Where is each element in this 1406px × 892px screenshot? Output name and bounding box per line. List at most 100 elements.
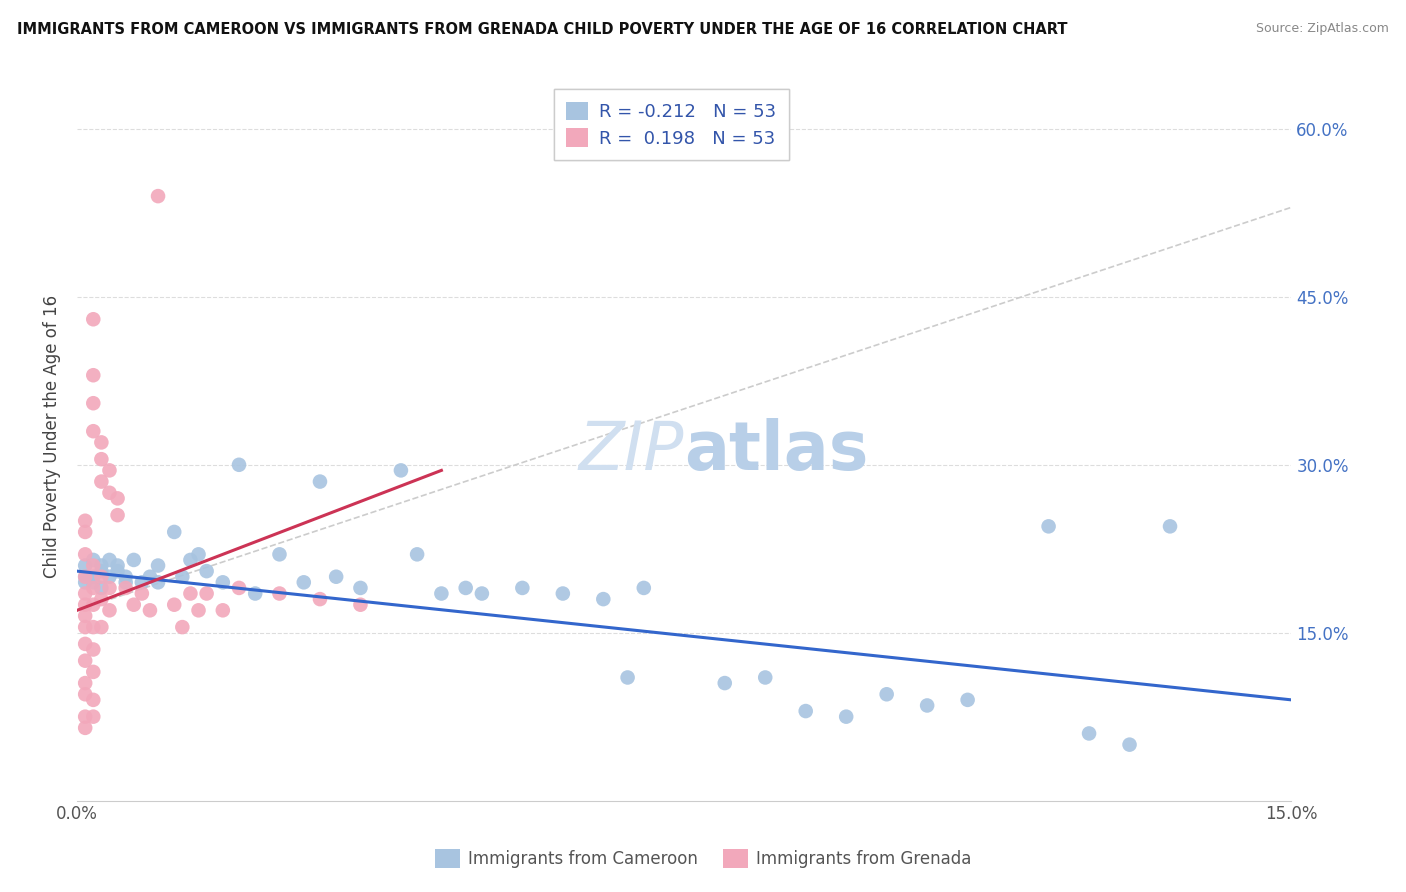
Y-axis label: Child Poverty Under the Age of 16: Child Poverty Under the Age of 16 <box>44 295 60 578</box>
Point <box>406 547 429 561</box>
Point <box>75 654 97 668</box>
Point <box>107 558 129 573</box>
Point <box>82 570 104 584</box>
Point <box>98 570 121 584</box>
Point <box>75 586 97 600</box>
Point <box>592 592 614 607</box>
Point <box>82 598 104 612</box>
Point <box>146 558 169 573</box>
Point <box>90 558 112 573</box>
Point <box>90 564 112 578</box>
Point <box>131 586 153 600</box>
Point <box>98 581 121 595</box>
Point <box>82 693 104 707</box>
Point <box>211 575 233 590</box>
Point <box>551 586 574 600</box>
Point <box>82 642 104 657</box>
Point <box>122 598 145 612</box>
Legend: Immigrants from Cameroon, Immigrants from Grenada: Immigrants from Cameroon, Immigrants fro… <box>427 843 979 875</box>
Point <box>107 491 129 506</box>
Legend: R = -0.212   N = 53, R =  0.198   N = 53: R = -0.212 N = 53, R = 0.198 N = 53 <box>554 89 789 161</box>
Point <box>309 475 332 489</box>
Point <box>163 598 186 612</box>
Point <box>754 671 776 685</box>
Point <box>146 575 169 590</box>
Point <box>75 608 97 623</box>
Point <box>82 581 104 595</box>
Point <box>228 458 250 472</box>
Point <box>90 620 112 634</box>
Point <box>107 508 129 523</box>
Point <box>82 553 104 567</box>
Point <box>430 586 453 600</box>
Point <box>187 547 209 561</box>
Point <box>75 637 97 651</box>
Point <box>75 709 97 723</box>
Point <box>82 368 104 383</box>
Point <box>172 570 194 584</box>
Point <box>75 676 97 690</box>
Point <box>90 570 112 584</box>
Point <box>131 575 153 590</box>
Point <box>713 676 735 690</box>
Point <box>349 598 371 612</box>
Text: Source: ZipAtlas.com: Source: ZipAtlas.com <box>1256 22 1389 36</box>
Point <box>82 665 104 679</box>
Point <box>82 575 104 590</box>
Point <box>122 553 145 567</box>
Point <box>616 671 638 685</box>
Point <box>179 553 201 567</box>
Text: atlas: atlas <box>685 418 869 484</box>
Point <box>195 586 218 600</box>
Point <box>75 558 97 573</box>
Text: IMMIGRANTS FROM CAMEROON VS IMMIGRANTS FROM GRENADA CHILD POVERTY UNDER THE AGE : IMMIGRANTS FROM CAMEROON VS IMMIGRANTS F… <box>17 22 1067 37</box>
Point <box>876 687 898 701</box>
Point <box>245 586 267 600</box>
Point <box>75 514 97 528</box>
Point <box>98 553 121 567</box>
Point <box>349 581 371 595</box>
Point <box>75 721 97 735</box>
Point <box>90 435 112 450</box>
Point <box>75 575 97 590</box>
Point <box>82 424 104 438</box>
Point <box>195 564 218 578</box>
Point <box>90 581 112 595</box>
Point <box>82 558 104 573</box>
Point <box>98 485 121 500</box>
Point <box>269 547 291 561</box>
Point <box>179 586 201 600</box>
Point <box>139 570 162 584</box>
Point <box>82 620 104 634</box>
Point <box>325 570 347 584</box>
Point <box>75 547 97 561</box>
Point <box>915 698 938 713</box>
Point <box>75 524 97 539</box>
Point <box>82 709 104 723</box>
Point <box>1159 519 1181 533</box>
Point <box>75 598 97 612</box>
Point <box>956 693 979 707</box>
Point <box>163 524 186 539</box>
Point <box>107 564 129 578</box>
Point <box>75 570 97 584</box>
Point <box>114 570 136 584</box>
Point <box>1038 519 1060 533</box>
Point <box>187 603 209 617</box>
Point <box>114 575 136 590</box>
Point <box>146 189 169 203</box>
Point <box>114 581 136 595</box>
Point <box>292 575 315 590</box>
Point <box>454 581 477 595</box>
Point <box>835 709 858 723</box>
Point <box>471 586 494 600</box>
Point <box>82 312 104 326</box>
Point <box>75 687 97 701</box>
Point <box>512 581 534 595</box>
Point <box>389 463 412 477</box>
Point <box>211 603 233 617</box>
Point <box>139 603 162 617</box>
Text: ZIP: ZIP <box>579 418 685 484</box>
Point <box>228 581 250 595</box>
Point <box>90 452 112 467</box>
